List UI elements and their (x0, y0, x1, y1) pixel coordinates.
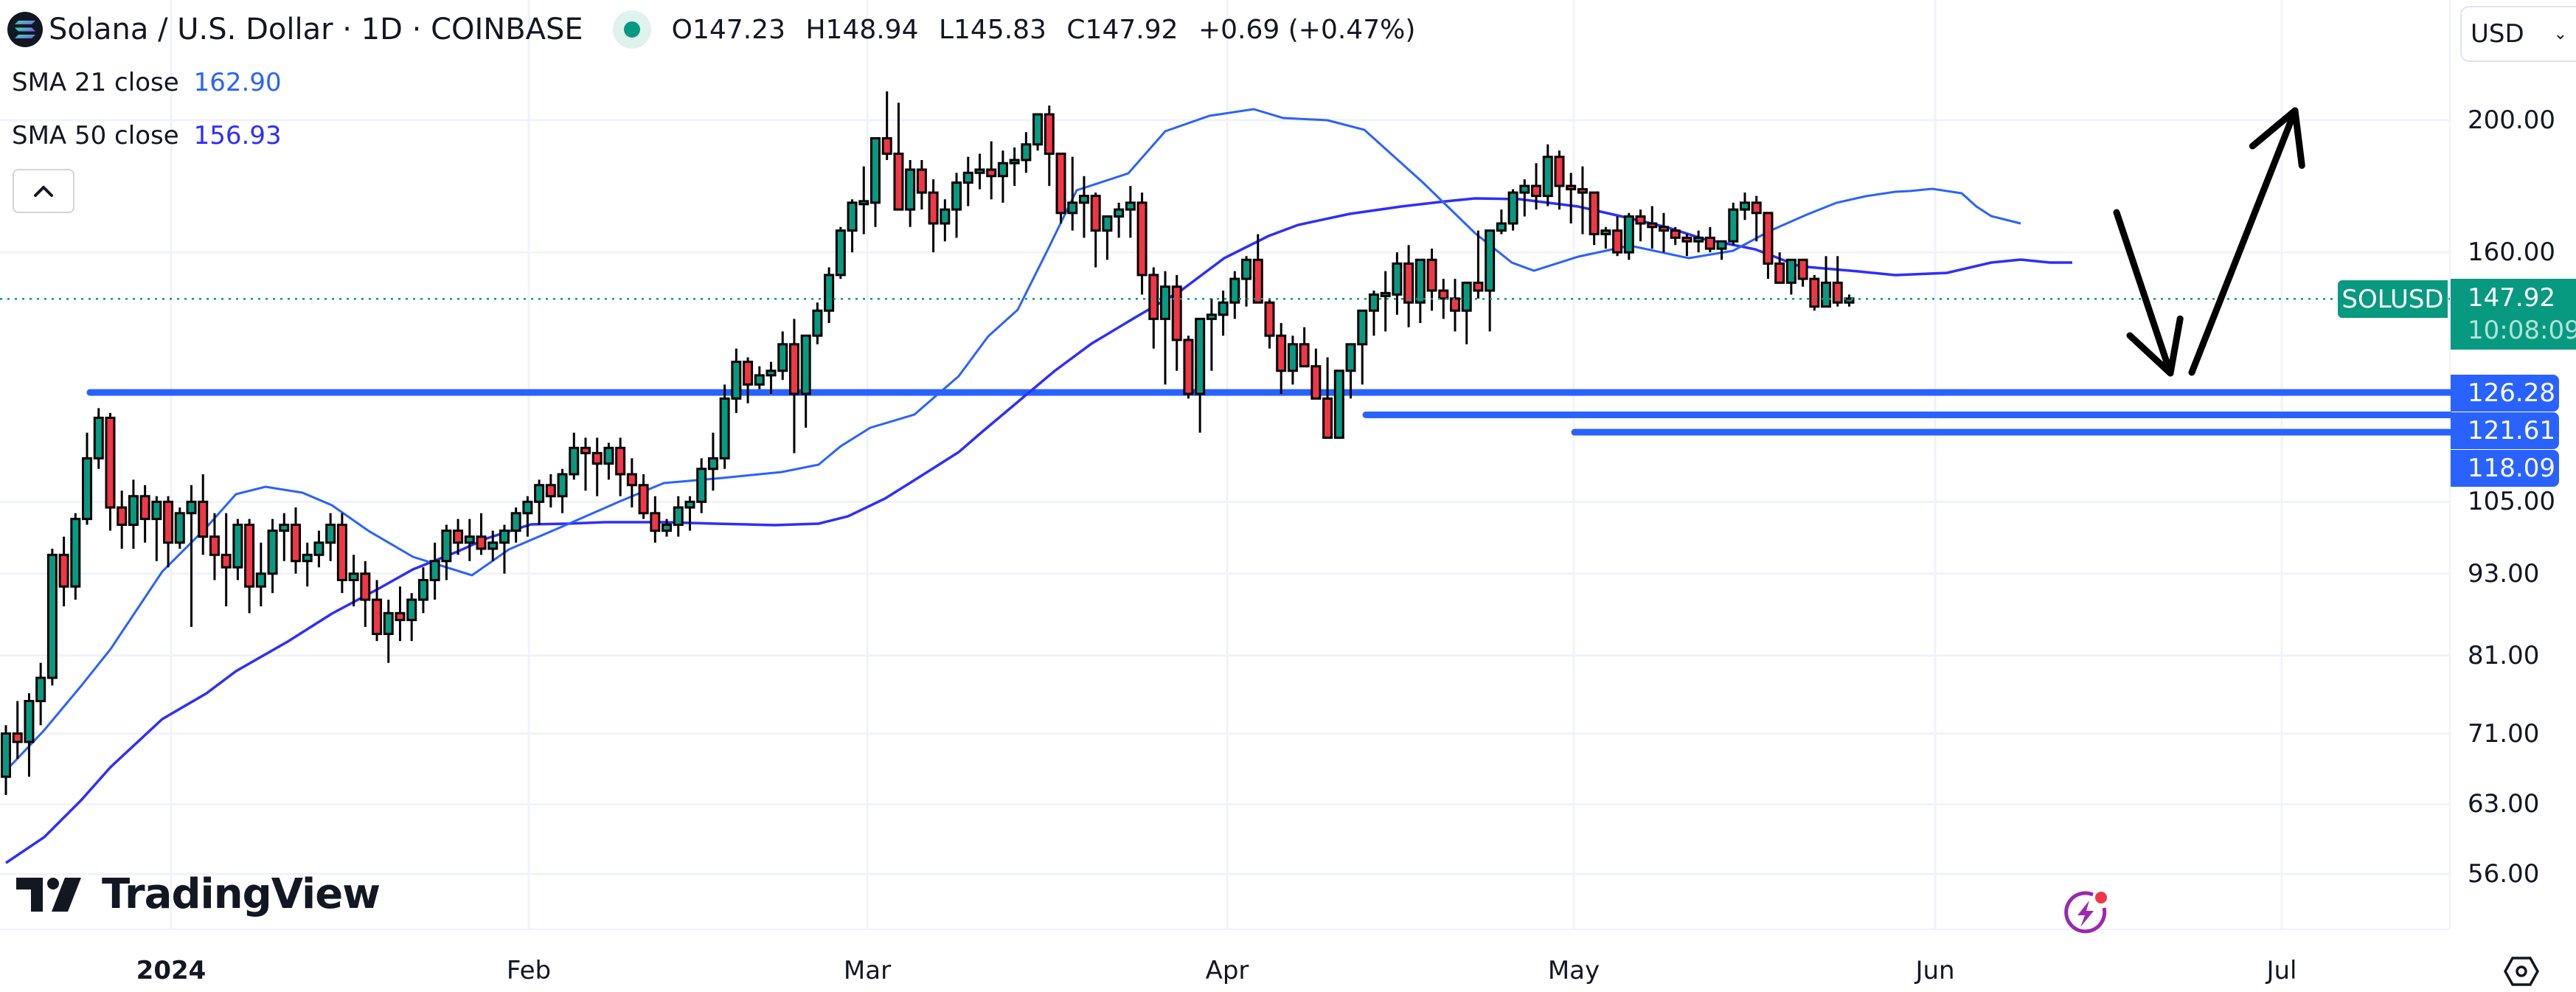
last-price-value: 147.92 (2468, 283, 2555, 313)
level-price-tag: 121.61 (2451, 412, 2559, 449)
price-axis-label: 56.00 (2468, 859, 2540, 889)
time-axis-label: May (1547, 956, 1600, 985)
level-price-tag: 118.09 (2451, 450, 2559, 487)
chart-grid (0, 0, 2450, 929)
chevron-down-icon: ⌄ (2553, 24, 2568, 44)
candlestick-series (1, 91, 1855, 795)
indicator-sma50[interactable]: SMA 50 close 156.93 (12, 121, 282, 150)
time-axis-label: Feb (506, 956, 552, 985)
indicator-value: 162.90 (193, 68, 282, 97)
drawn-arrows[interactable] (2113, 107, 2305, 377)
support-levels[interactable] (86, 389, 2454, 436)
time-axis-label: Apr (1205, 956, 1249, 985)
change-value: +0.69 (+0.47%) (1198, 14, 1416, 45)
low-value: L145.83 (938, 14, 1046, 45)
currency-value: USD (2471, 19, 2524, 49)
tradingview-logo-icon (16, 877, 81, 912)
indicator-label: SMA 50 close (12, 121, 179, 150)
sma21-line (4, 108, 2021, 772)
collapse-legend-button[interactable] (13, 169, 74, 213)
close-value: C147.92 (1066, 14, 1178, 45)
currency-selector[interactable]: USD ⌄ (2460, 6, 2576, 62)
price-axis-label: 93.00 (2468, 558, 2540, 589)
price-axis-label: 71.00 (2468, 718, 2540, 749)
last-price-tag: 147.92 10:08:09 (2451, 279, 2576, 350)
sma50-line (5, 197, 2072, 864)
time-axis-label: Mar (843, 956, 892, 985)
price-axis-label: 105.00 (2468, 487, 2555, 517)
indicator-value: 156.93 (193, 121, 282, 150)
chart-legend: Solana / U.S. Dollar · 1D · COINBASE O14… (7, 10, 1427, 49)
price-axis-label: 81.00 (2468, 640, 2540, 670)
indicator-label: SMA 21 close (12, 68, 179, 97)
high-value: H148.94 (805, 14, 919, 45)
symbol-price-tag: SOLUSD (2338, 280, 2448, 318)
market-status-icon[interactable] (612, 10, 651, 49)
tradingview-logo[interactable]: TradingView (16, 870, 381, 918)
solana-logo-icon (7, 12, 43, 47)
bar-countdown: 10:08:09 (2468, 316, 2576, 345)
level-price-tag: 126.28 (2451, 375, 2559, 412)
ohlc-values: O147.23 H148.94 L145.83 C147.92 +0.69 (+… (672, 15, 1428, 45)
price-axis-label: 160.00 (2468, 237, 2555, 268)
symbol-title[interactable]: Solana / U.S. Dollar · 1D · COINBASE (49, 13, 583, 46)
settings-icon[interactable] (2503, 956, 2540, 990)
time-axis-label: Jun (1915, 956, 1955, 985)
time-axis-label: Jul (2266, 956, 2297, 985)
time-axis-label: 2024 (136, 956, 206, 985)
indicator-sma21[interactable]: SMA 21 close 162.90 (12, 68, 282, 97)
price-axis-label: 200.00 (2468, 105, 2555, 135)
open-value: O147.23 (671, 14, 785, 45)
logo-text: TradingView (102, 870, 381, 918)
bolt-icon[interactable] (2061, 889, 2110, 940)
price-axis-label: 63.00 (2468, 789, 2540, 819)
chevron-up-icon (34, 186, 53, 197)
